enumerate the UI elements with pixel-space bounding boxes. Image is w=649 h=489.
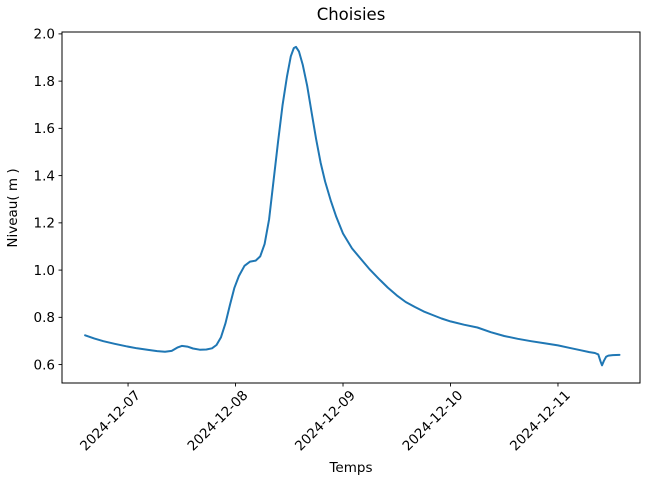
- y-tick-label: 0.8: [34, 310, 55, 326]
- x-tick-label: 2024-12-07: [77, 388, 144, 455]
- chart-title: Choisies: [316, 5, 386, 24]
- niveau-line: [84, 45, 621, 367]
- y-tick-label: 1.2: [34, 216, 55, 232]
- y-tick-label: 2.0: [34, 27, 55, 43]
- plot-border: [61, 31, 641, 384]
- y-tick-label: 1.6: [34, 121, 55, 137]
- y-tick-label: 1.4: [34, 168, 55, 184]
- y-tick-label: 1.8: [34, 74, 55, 90]
- x-tick-label: 2024-12-09: [292, 388, 359, 455]
- x-tick-label: 2024-12-11: [507, 388, 574, 455]
- y-axis-label: Niveau( m ): [5, 168, 21, 248]
- x-axis-label: Temps: [329, 460, 373, 476]
- y-tick-label: 0.6: [34, 357, 55, 373]
- x-tick-label: 2024-12-10: [400, 388, 467, 455]
- y-tick-label: 1.0: [34, 263, 55, 279]
- x-tick-label: 2024-12-08: [185, 388, 252, 455]
